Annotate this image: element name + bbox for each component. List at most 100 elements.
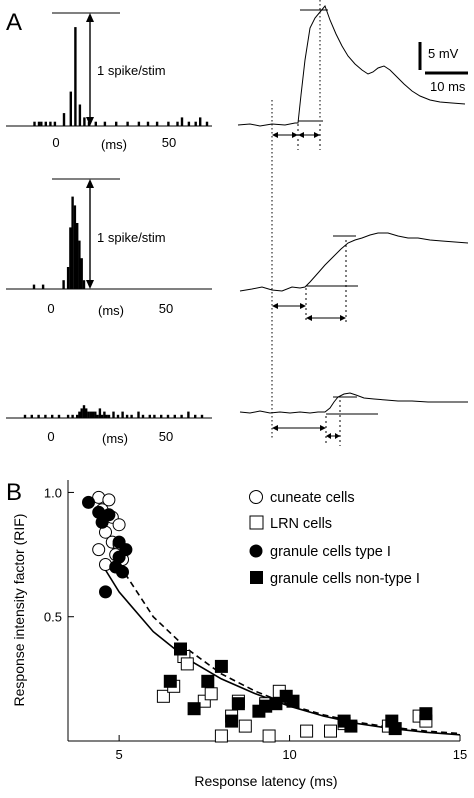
x-tick-0: 0: [47, 301, 54, 316]
panel-a-label: A: [6, 9, 22, 36]
legend-label-cuneate: cuneate cells: [270, 490, 355, 506]
y-tick-label: 1.0: [44, 485, 62, 500]
histogram-bar: [100, 414, 104, 418]
data-point-cuneate-cells: [112, 518, 126, 532]
data-point-granule-cells-non-type-i: [419, 707, 433, 721]
histogram-bar: [40, 121, 43, 126]
histogram-bar: [85, 408, 88, 418]
histogram-bar: [103, 121, 107, 126]
histogram-bar: [148, 414, 151, 418]
histogram-bar: [187, 121, 191, 126]
histogram-bar: [194, 121, 197, 126]
histogram-bar: [137, 411, 140, 418]
histogram-bar: [23, 414, 27, 418]
fit-line-dashed: [108, 536, 461, 735]
histogram-bar: [87, 411, 90, 418]
arrowhead: [335, 433, 340, 439]
histogram-bar: [62, 113, 66, 126]
x-tick-50: 50: [159, 301, 173, 316]
unit-label: (ms): [101, 137, 127, 152]
data-point-granule-cells-non-type-i: [201, 674, 215, 688]
scale-arrow-head-down: [86, 280, 94, 289]
trace-3: [239, 392, 468, 414]
data-point-granule-cells-non-type-i: [187, 702, 201, 716]
x-tick-50: 50: [162, 135, 176, 150]
data-point-granule-cells-non-type-i: [174, 642, 187, 656]
histogram-bar: [160, 414, 163, 418]
histogram-bar: [30, 414, 33, 418]
data-point-lrn-cells: [156, 689, 170, 703]
scale-ms-label: 10 ms: [430, 79, 466, 94]
x-tick-0: 0: [52, 135, 59, 150]
histogram-bar: [44, 121, 47, 126]
histogram-bar: [33, 121, 36, 126]
histogram-bar: [200, 414, 204, 418]
legend-marker-lrn: [249, 515, 264, 530]
arrowhead: [298, 132, 304, 138]
histogram-bar: [37, 121, 41, 126]
x-tick-0: 0: [47, 429, 54, 444]
histogram-bar: [53, 121, 57, 126]
data-point-lrn-cells: [300, 724, 314, 738]
x-tick-label: 15: [453, 747, 467, 762]
data-point-cuneate-cells: [92, 543, 106, 557]
scale-label: 1 spike/stim: [97, 230, 166, 245]
data-point-granule-cells-type-i: [112, 550, 126, 564]
histogram-bar: [78, 411, 81, 418]
histogram-bar: [137, 121, 141, 126]
histogram-bar: [69, 227, 72, 289]
histogram-bar: [125, 414, 129, 418]
legend-marker-granule-type-i: [249, 544, 263, 558]
histogram-bar: [74, 27, 77, 127]
arrowhead: [272, 303, 278, 309]
data-point-lrn-cells: [204, 687, 218, 701]
histogram-row-1: 1 spike/stim 0 (ms) 50: [6, 12, 212, 152]
arrowhead: [272, 132, 278, 138]
scatter-plot: 5 10 15 0.5 1.0 Response latency (ms) Respo…: [11, 480, 467, 789]
histogram-bar: [41, 284, 45, 289]
histogram-bar: [105, 414, 108, 418]
scale-arrow-head-down: [86, 117, 94, 126]
histogram-bar: [180, 117, 184, 126]
scale-label: 1 spike/stim: [97, 63, 166, 78]
histogram-bar: [107, 414, 111, 418]
legend-label-granule-type-i: granule cells type I: [270, 544, 391, 560]
histogram-bar: [176, 121, 179, 126]
histogram-bar: [187, 411, 190, 418]
histogram-bar: [115, 121, 118, 126]
x-tick-50: 50: [159, 429, 173, 444]
histogram-bar: [83, 117, 86, 126]
histogram-bar: [166, 414, 170, 418]
histogram-bar: [126, 121, 129, 126]
data-point-granule-cells-non-type-i: [231, 697, 245, 711]
y-tick-label: 0.5: [44, 610, 62, 625]
histogram-bar: [91, 411, 95, 418]
scale-mv-label: 5 mV: [428, 46, 459, 61]
unit-label: (ms): [98, 303, 124, 318]
histogram-bar: [32, 284, 36, 289]
histogram-bar: [57, 414, 61, 418]
data-point-lrn-cells: [214, 729, 228, 743]
histogram-bar: [62, 280, 65, 289]
histogram-bar: [103, 411, 106, 418]
histogram-bar: [116, 414, 120, 418]
histogram-bar: [76, 414, 79, 418]
histogram-bar: [94, 411, 97, 418]
arrowhead: [314, 132, 320, 138]
arrowhead: [300, 303, 306, 309]
histogram-bar: [82, 280, 86, 289]
data-point-granule-cells-non-type-i: [214, 659, 228, 673]
histogram-bar: [66, 414, 70, 418]
x-tick-label: 5: [116, 747, 123, 762]
histogram-bar: [96, 414, 99, 418]
intracellular-traces: [237, 0, 469, 446]
scale-arrow-head-up: [86, 13, 94, 22]
panel-b-label: B: [6, 479, 22, 506]
data-point-granule-cells-type-i: [99, 585, 112, 599]
arrowhead: [320, 425, 326, 431]
histogram-bar: [71, 196, 74, 289]
data-point-granule-cells-non-type-i: [225, 714, 239, 728]
histogram-bar: [87, 121, 91, 126]
histogram-bar: [66, 267, 70, 289]
data-point-granule-cells-non-type-i: [163, 674, 177, 688]
